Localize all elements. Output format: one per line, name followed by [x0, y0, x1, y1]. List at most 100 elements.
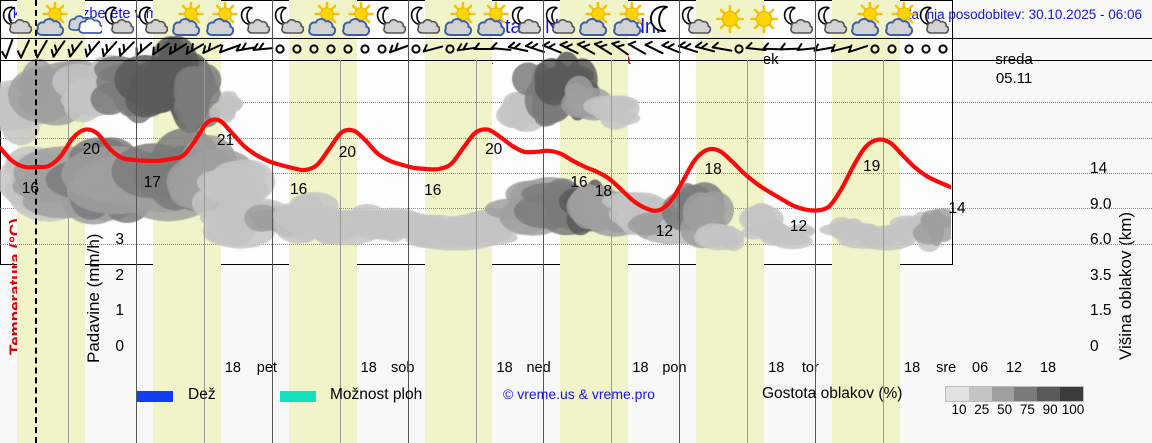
wind-barb — [760, 38, 786, 60]
weather-icon-sun-cloud — [442, 2, 476, 36]
halfday-line-3 — [339, 60, 341, 443]
time-tick-2: 18 — [224, 360, 241, 376]
wind-barb — [0, 38, 22, 60]
density-swatch-100 — [1060, 387, 1083, 401]
wind-barb — [46, 38, 72, 60]
halfday-line-2 — [203, 60, 205, 443]
time-tick-19: tor — [801, 360, 819, 376]
wind-barb — [794, 38, 820, 60]
cloudheight-tick-14: 14 — [1090, 160, 1108, 177]
time-tick-26: 18 — [1039, 360, 1057, 376]
time-tick-11: ned — [526, 360, 551, 376]
cloudheight-tick-0: 0 — [1090, 338, 1099, 355]
cloudheight-tick-9.0: 9.0 — [1090, 195, 1112, 213]
weather-icon-moon-cloud — [781, 2, 815, 36]
density-swatch-50 — [991, 387, 1015, 401]
cloudheight-tick-1.5: 1.5 — [1090, 302, 1112, 320]
current-time-line — [34, 0, 37, 443]
wind-barb-strip — [0, 38, 1152, 60]
density-swatch-90 — [1037, 387, 1061, 401]
weather-icon-sun-cloud — [170, 2, 204, 36]
wind-barb — [386, 38, 412, 60]
weather-icon-moon-cloud — [238, 2, 272, 36]
time-tick-23: sre — [936, 360, 957, 376]
weather-icon-moon-cloud — [272, 2, 306, 36]
showers-legend-label: Možnost ploh — [330, 386, 423, 403]
density-swatch-75 — [1014, 387, 1038, 401]
wind-barb — [607, 38, 633, 60]
weather-icon-sun-cloud — [306, 2, 340, 36]
time-tick-14: 18 — [632, 360, 649, 376]
day-date: 05.11 — [995, 70, 1033, 87]
weather-icon-moon-cloud — [543, 2, 577, 36]
cloudheight-tick-6.0: 6.0 — [1090, 231, 1112, 249]
wind-barb-calm — [318, 38, 344, 60]
copyright-text[interactable]: © vreme.us & vreme.pro — [503, 386, 655, 402]
wind-barb — [97, 38, 123, 60]
wind-barb — [80, 38, 106, 60]
wind-barb — [233, 38, 259, 60]
weather-icon-moon-cloud — [408, 2, 442, 36]
showers-legend-swatch — [280, 391, 316, 402]
icon-strip-divider — [0, 38, 1152, 39]
halfday-line-7 — [883, 60, 885, 443]
wind-barb-calm — [403, 38, 429, 60]
wind-barb — [556, 38, 582, 60]
weather-icon-moon-cloud — [102, 2, 136, 36]
temperature-label: 12 — [655, 223, 673, 241]
weather-icon-moon-cloud — [0, 2, 34, 36]
weather-icon-sun-cloud — [611, 2, 646, 36]
wind-barb-calm — [352, 38, 378, 60]
wind-barb — [624, 38, 650, 60]
weather-icon-moon-cloud — [917, 2, 951, 36]
density-tick-90: 90 — [1042, 402, 1058, 417]
density-tick-75: 75 — [1019, 402, 1035, 417]
temperature-label: 20 — [485, 140, 503, 158]
wind-barb — [590, 38, 616, 60]
wind-barb — [505, 38, 531, 60]
wind-barb — [573, 38, 599, 60]
wind-barb — [199, 38, 225, 60]
weather-icon-sun-cloud — [883, 2, 917, 36]
density-tick-50: 50 — [997, 402, 1013, 417]
wind-barb — [522, 38, 548, 60]
wind-barb — [828, 38, 854, 60]
day-header-7: sreda 05.11 — [946, 50, 1082, 88]
density-swatch-25 — [968, 387, 992, 401]
weather-icon-moon-cloud — [815, 2, 849, 36]
wind-barb — [165, 38, 191, 60]
wind-barb — [216, 38, 242, 60]
day-divider-1 — [135, 0, 137, 443]
weather-icon-sun — [713, 2, 747, 36]
time-tick-6: 18 — [360, 360, 377, 376]
wind-barb-calm — [726, 38, 752, 60]
wind-barb — [420, 38, 446, 60]
time-tick-22: 18 — [904, 360, 921, 376]
wind-barb-calm — [862, 38, 888, 60]
day-divider-4 — [543, 0, 545, 443]
temperature-label: 18 — [594, 183, 613, 200]
weather-icon-sun-cloud — [34, 2, 68, 36]
day-divider-3 — [407, 0, 409, 443]
time-tick-3: pet — [256, 360, 277, 376]
temperature-label: 16 — [289, 180, 308, 198]
weather-icon-sun-cloud — [849, 2, 883, 36]
wind-barb — [250, 38, 276, 60]
wind-barb — [471, 38, 497, 60]
cloud-density-tick-labels: 10 25 50 75 90 100 — [938, 402, 1098, 420]
wind-barb — [658, 38, 684, 60]
wind-barb-calm — [913, 38, 939, 60]
wind-barb-calm — [879, 38, 905, 60]
wind-barb — [131, 38, 157, 60]
weather-icon-moon-cloud — [679, 2, 713, 36]
weather-icon-sun-cloud — [340, 2, 374, 36]
time-tick-18: 18 — [768, 360, 785, 376]
wind-barb — [182, 38, 208, 60]
wind-barb-calm — [369, 38, 395, 60]
temperature-label: 16 — [21, 179, 39, 197]
wind-barb — [709, 38, 735, 60]
temperature-label: 19 — [863, 157, 881, 175]
wind-barb — [488, 38, 514, 60]
temperature-label: 18 — [704, 160, 722, 178]
